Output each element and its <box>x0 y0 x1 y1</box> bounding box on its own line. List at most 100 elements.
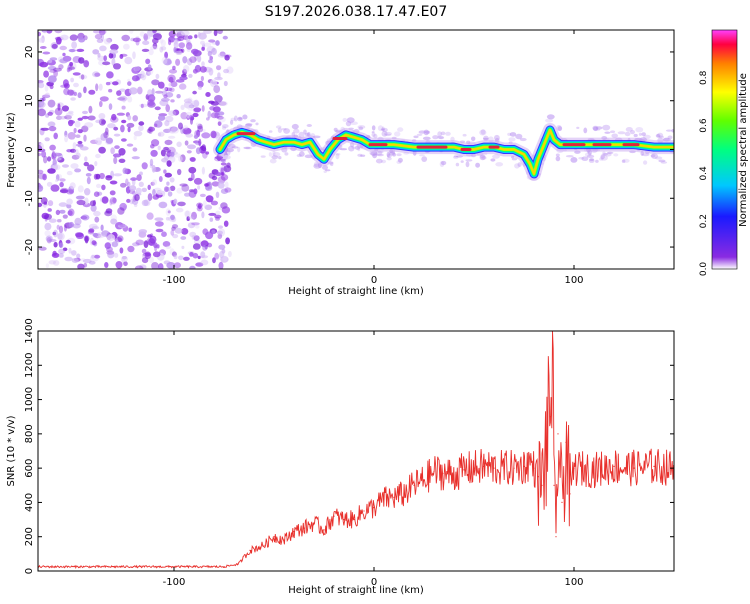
noise-speckle <box>68 120 75 124</box>
noise-speckle <box>176 141 182 148</box>
snr-plot-area <box>38 331 674 569</box>
noise-speckle <box>197 123 203 130</box>
noise-speckle <box>98 113 106 120</box>
snr-point <box>113 566 115 568</box>
halo-speckle <box>621 159 626 163</box>
noise-speckle <box>74 168 82 173</box>
noise-speckle <box>182 127 192 135</box>
noise-speckle <box>69 61 73 67</box>
halo-speckle <box>665 129 673 132</box>
y-tick-label: 1200 <box>24 353 35 378</box>
halo-speckle <box>600 154 605 160</box>
noise-speckle <box>152 251 161 258</box>
noise-speckle <box>68 66 76 70</box>
noise-speckle <box>147 234 152 238</box>
noise-speckle <box>84 156 88 162</box>
halo-speckle <box>671 129 674 133</box>
noise-speckle <box>112 81 119 86</box>
noise-speckle <box>189 157 196 162</box>
noise-speckle <box>42 173 47 181</box>
noise-speckle <box>144 251 152 260</box>
noise-speckle <box>38 202 43 208</box>
halo-speckle <box>586 154 595 159</box>
noise-speckle <box>53 241 58 248</box>
noise-speckle <box>175 207 184 213</box>
halo-speckle <box>351 146 356 149</box>
noise-speckle <box>95 173 101 180</box>
noise-speckle <box>183 125 189 130</box>
noise-speckle <box>130 177 138 181</box>
noise-speckle <box>59 181 64 188</box>
noise-speckle <box>213 30 218 37</box>
noise-speckle <box>160 149 166 157</box>
noise-speckle <box>214 252 220 260</box>
halo-speckle <box>565 155 574 158</box>
noise-speckle <box>158 176 163 182</box>
noise-speckle <box>92 232 99 237</box>
noise-speckle <box>105 137 113 144</box>
noise-speckle <box>103 38 111 45</box>
halo-speckle <box>268 152 272 157</box>
noise-speckle <box>192 90 197 95</box>
halo-speckle <box>291 123 299 130</box>
y-tick-label: 400 <box>24 493 35 512</box>
snr-point <box>373 507 375 509</box>
noise-speckle <box>40 127 49 131</box>
noise-speckle <box>47 99 56 108</box>
noise-speckle <box>66 112 74 117</box>
halo-speckle <box>438 136 445 140</box>
noise-speckle <box>220 101 228 107</box>
noise-speckle <box>223 155 231 160</box>
noise-speckle <box>73 127 77 134</box>
noise-speckle <box>193 134 199 139</box>
halo-speckle <box>555 153 560 157</box>
noise-speckle <box>152 30 157 34</box>
noise-speckle <box>217 176 226 184</box>
noise-speckle <box>100 133 108 141</box>
noise-speckle <box>98 83 103 91</box>
noise-speckle <box>205 231 214 240</box>
noise-speckle <box>62 52 66 57</box>
noise-speckle <box>119 247 124 254</box>
halo-speckle <box>555 156 561 162</box>
noise-speckle <box>57 233 63 240</box>
noise-speckle <box>67 210 73 216</box>
halo-speckle <box>421 156 428 163</box>
noise-speckle <box>165 104 170 113</box>
noise-speckle <box>179 183 188 187</box>
halo-speckle <box>284 152 289 156</box>
noise-speckle <box>196 205 203 212</box>
noise-speckle <box>220 162 227 166</box>
noise-speckle <box>39 46 47 49</box>
noise-speckle <box>44 222 52 231</box>
noise-speckle <box>190 172 195 181</box>
x-tick-label: 0 <box>371 275 377 286</box>
y-tick-label: 600 <box>24 459 35 478</box>
halo-speckle <box>416 133 423 136</box>
noise-speckle <box>113 252 119 258</box>
noise-speckle <box>211 47 217 56</box>
halo-speckle <box>494 134 500 141</box>
noise-speckle <box>45 263 50 268</box>
noise-speckle <box>118 95 128 102</box>
halo-speckle <box>581 156 589 161</box>
y-tick-label: 800 <box>24 424 35 443</box>
noise-speckle <box>202 245 208 251</box>
halo-speckle <box>275 125 282 129</box>
noise-speckle <box>153 242 158 249</box>
noise-speckle <box>203 30 212 34</box>
noise-speckle <box>220 174 229 181</box>
noise-speckle <box>125 178 129 187</box>
halo-speckle <box>440 131 446 136</box>
halo-speckle <box>588 158 595 163</box>
noise-speckle <box>71 135 75 140</box>
noise-speckle <box>52 164 61 171</box>
noise-speckle <box>154 217 164 221</box>
halo-speckle <box>490 158 496 162</box>
halo-speckle <box>495 162 504 167</box>
noise-speckle <box>175 50 183 55</box>
halo-speckle <box>422 136 431 141</box>
noise-speckle <box>101 196 109 204</box>
noise-speckle <box>106 250 115 255</box>
halo-speckle <box>657 132 664 138</box>
